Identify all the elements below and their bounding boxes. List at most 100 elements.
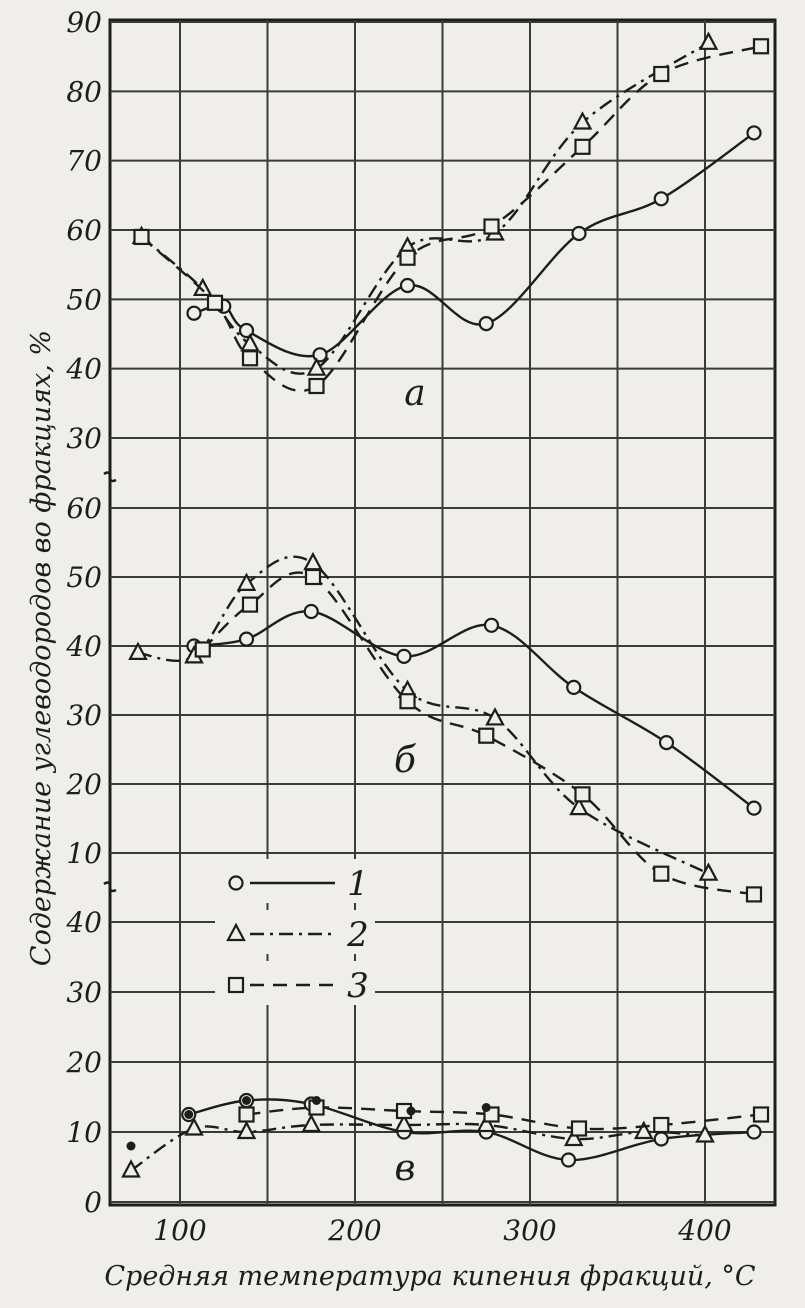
series-2-point (128, 641, 148, 661)
series-1-point (653, 191, 669, 207)
legend-marker-3 (227, 976, 245, 994)
series-2-line (130, 1122, 706, 1172)
axis-break-mark (103, 881, 117, 893)
series-3-line (140, 45, 762, 393)
legend-label-3: 3 (347, 966, 369, 1006)
series-2-point (485, 707, 505, 726)
series-2-line (140, 41, 710, 375)
series-3-point (570, 1120, 588, 1137)
legend: 1 2 3 (215, 859, 375, 1006)
series-2-point (236, 572, 257, 592)
series-3-point (133, 228, 150, 246)
y-tick-label: 10 (66, 837, 102, 870)
series-3-point (483, 218, 500, 235)
series-3-point (752, 38, 770, 55)
legend-marker-1 (228, 875, 244, 891)
series-1-point (478, 316, 494, 332)
legend-label-1: 1 (347, 864, 369, 904)
series-3-point (745, 886, 763, 903)
panel-label: а (404, 373, 425, 414)
series-1-point (483, 617, 500, 633)
axis-break-mark (103, 471, 117, 483)
series-1-point (571, 225, 587, 242)
y-tick-label: 90 (66, 6, 102, 39)
panel-label: б (394, 740, 417, 781)
filled-dot (126, 1141, 136, 1151)
series-3-point (194, 641, 211, 658)
series-3-point (574, 786, 591, 803)
series-3-point (574, 138, 591, 155)
y-tick-label: 50 (66, 283, 102, 316)
filled-dot (481, 1103, 491, 1112)
filled-dot (242, 1096, 251, 1105)
series-3-point (752, 1106, 770, 1123)
y-tick-label: 30 (66, 422, 102, 455)
series-2-point (698, 862, 719, 881)
series-1-point (396, 648, 412, 664)
series-3-point (304, 568, 322, 586)
series-2-point (306, 357, 327, 376)
series-2-point (695, 1124, 715, 1143)
filled-dot (312, 1096, 321, 1105)
x-tick-label: 400 (677, 1214, 731, 1247)
y-tick-label: 50 (66, 561, 102, 594)
y-tick-label: 20 (65, 1046, 102, 1079)
series-1-line (193, 131, 755, 358)
series-1-point (238, 631, 255, 647)
y-tick-label: 70 (66, 145, 102, 178)
y-tick-label: 20 (65, 768, 102, 801)
series-3-point (653, 865, 670, 882)
series-1-point (303, 603, 319, 620)
series-3-point (238, 1106, 255, 1123)
y-tick-label: 10 (66, 1116, 102, 1149)
series-2-line (137, 555, 710, 875)
series-3-point (399, 693, 416, 710)
y-axis-title: Содержание углеводородов во фракциях, % (26, 330, 57, 966)
grid (103, 18, 777, 1207)
series-2-point (572, 111, 593, 130)
filled-dot (406, 1106, 416, 1116)
series-1-line (193, 610, 755, 810)
y-tick-label: 40 (65, 630, 102, 663)
series-2-point (476, 1113, 497, 1133)
series-3-point (206, 294, 224, 311)
series-1-point (746, 800, 762, 816)
series-1-point (653, 1131, 669, 1147)
x-axis-title: Средняя температура кипения фракций, °С (104, 1261, 756, 1292)
y-tick-label: 40 (65, 906, 102, 939)
series-3-point (653, 65, 670, 83)
series-3-point (308, 377, 325, 395)
y-tick-label: 60 (66, 214, 102, 247)
series-3-point (241, 350, 259, 367)
x-tick-label: 300 (503, 1214, 556, 1247)
series-1-point (186, 305, 202, 321)
series-3-point (653, 1116, 670, 1134)
legend-marker-2 (226, 922, 246, 942)
series-2-point (633, 1120, 654, 1140)
series-2-point (698, 31, 719, 50)
legend-bg (215, 910, 375, 954)
y-tick-label: 30 (66, 976, 102, 1009)
series-2-point (121, 1159, 141, 1178)
series (121, 31, 770, 1178)
y-tick-label: 40 (65, 353, 102, 386)
series-2-point (184, 1117, 204, 1136)
series-3-point (478, 727, 495, 744)
y-tick-label: 0 (84, 1186, 102, 1219)
series-3-point (241, 596, 259, 613)
series-2-point (236, 1120, 257, 1140)
y-tick-label: 60 (66, 492, 102, 525)
series-2-point (394, 1113, 414, 1133)
series-1-point (560, 1152, 577, 1168)
tick-labels: 100 200 300 40030405060708090а102030405060б… (65, 6, 731, 1247)
series-1-point (658, 734, 675, 751)
series-2-point (301, 1113, 322, 1133)
series-2-point (303, 551, 323, 571)
x-tick-label: 200 (327, 1214, 381, 1247)
y-tick-label: 30 (66, 699, 102, 732)
series-1-point (399, 277, 416, 294)
legend-label-2: 2 (346, 915, 369, 955)
y-tick-label: 80 (66, 75, 102, 108)
x-tick-label: 100 (153, 1214, 206, 1247)
